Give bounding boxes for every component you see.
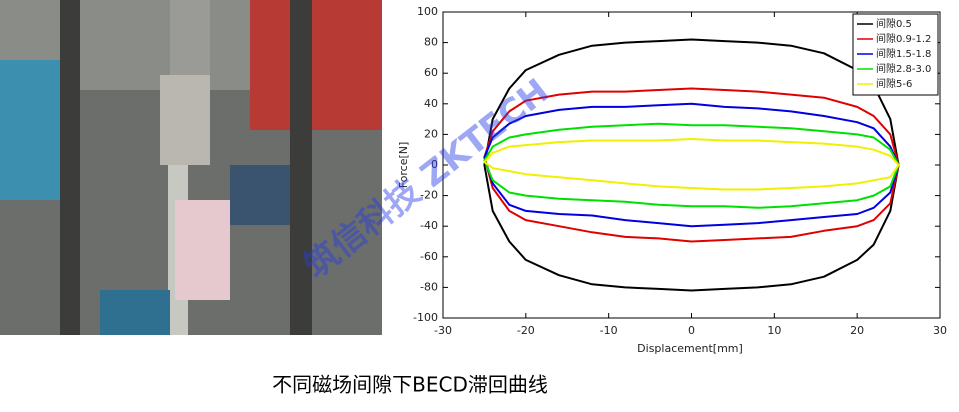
y-tick-label: 80 (424, 36, 438, 49)
plot: -30 -20 -10 0 10 20 30-100-80-60-40-2002040608… (413, 5, 947, 337)
y-tick-label: -60 (420, 250, 438, 263)
hysteresis-loop (483, 38, 900, 292)
y-tick-label: 40 (424, 97, 438, 110)
legend-label: 间隙2.8-3.0 (876, 62, 931, 75)
y-tick-label: -20 (420, 189, 438, 202)
x-tick-label: -10 (600, 324, 618, 337)
x-tick-label: -20 (517, 324, 535, 337)
y-tick-label: 100 (417, 5, 438, 18)
y-tick-label: 20 (424, 127, 438, 140)
y-axis-label: Force[N] (397, 142, 410, 189)
x-tick-label: 30 (933, 324, 947, 337)
y-tick-label: -80 (420, 280, 438, 293)
legend-label: 间隙5-6 (876, 77, 912, 90)
photo (0, 0, 382, 335)
legend-label: 间隙0.5 (876, 17, 912, 30)
y-tick-label: 0 (431, 158, 438, 171)
hysteresis-loop (483, 138, 900, 191)
y-tick-label: -100 (413, 311, 438, 324)
legend-label: 间隙1.5-1.8 (876, 47, 931, 60)
caption: 不同磁场间隙下BECD滞回曲线 (272, 373, 548, 397)
x-tick-label: 10 (767, 324, 781, 337)
y-tick-label: -40 (420, 219, 438, 232)
x-tick-label: 20 (850, 324, 864, 337)
x-axis-label: Displacement[mm] (637, 342, 743, 355)
y-tick-label: 60 (424, 66, 438, 79)
hysteresis-loop (483, 122, 900, 209)
hysteresis-loop (483, 102, 900, 228)
legend-label: 间隙0.9-1.2 (876, 32, 931, 45)
x-tick-label: -30 (434, 324, 452, 337)
x-tick-label: 0 (688, 324, 695, 337)
